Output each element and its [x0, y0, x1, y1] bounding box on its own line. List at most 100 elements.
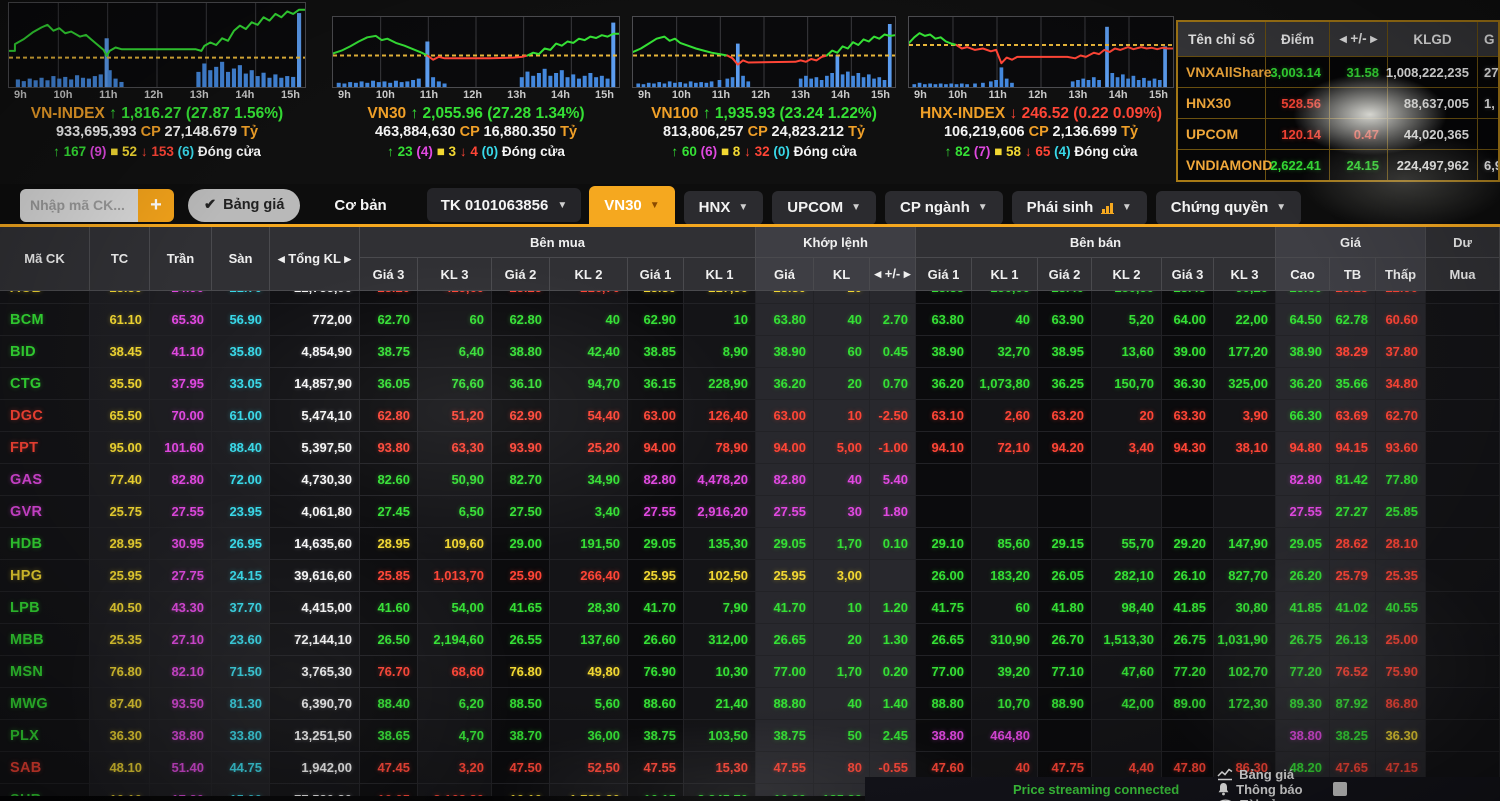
board-cell[interactable]: 28.95 [90, 528, 150, 560]
board-cell[interactable]: 62.80 [492, 304, 550, 336]
tab-hnx[interactable]: HNX ▼ [683, 190, 764, 225]
board-cell[interactable]: 27.50 [492, 496, 550, 528]
board-cell[interactable]: 76.52 [1330, 656, 1376, 688]
ticker-symbol[interactable]: CTG [0, 368, 90, 400]
board-cell[interactable]: 94.15 [1330, 432, 1376, 464]
board-cell[interactable]: 16.05 [360, 784, 418, 796]
board-cell[interactable]: 2,916,20 [684, 496, 756, 528]
board-cell[interactable]: 70.00 [150, 400, 212, 432]
board-cell[interactable]: 4,478,20 [684, 464, 756, 496]
board-cell[interactable] [1426, 496, 1500, 528]
board-cell[interactable]: 325,00 [1214, 368, 1276, 400]
board-cell[interactable]: 77.20 [1276, 656, 1330, 688]
board-cell[interactable]: 26.95 [212, 528, 270, 560]
board-cell[interactable]: 5,474,10 [270, 400, 360, 432]
board-cell[interactable]: 26.50 [360, 624, 418, 656]
board-cell[interactable]: 87.40 [90, 688, 150, 720]
ticker-symbol[interactable]: PLX [0, 720, 90, 752]
board-cell[interactable] [1038, 720, 1092, 752]
board-cell[interactable]: 38.25 [1330, 720, 1376, 752]
board-cell[interactable] [1426, 368, 1500, 400]
board-cell[interactable]: 25.75 [90, 496, 150, 528]
board-cell[interactable]: 29.20 [1162, 528, 1214, 560]
board-cell[interactable] [1162, 720, 1214, 752]
board-cell[interactable]: 0.10 [870, 528, 916, 560]
board-cell[interactable]: 41.85 [1162, 592, 1214, 624]
board-cell[interactable]: 23.30 [756, 291, 814, 304]
board-cell[interactable]: 41.70 [628, 592, 684, 624]
board-cell[interactable]: 26.70 [1038, 624, 1092, 656]
ticker-symbol[interactable]: BID [0, 336, 90, 368]
board-cell[interactable] [870, 560, 916, 592]
vn100-intraday-chart[interactable] [632, 16, 896, 88]
board-cell[interactable]: 76.90 [628, 656, 684, 688]
board-cell[interactable]: 52,50 [550, 752, 628, 784]
ticker-symbol[interactable]: SAB [0, 752, 90, 784]
board-cell[interactable]: 62.70 [360, 304, 418, 336]
board-cell[interactable]: 51.40 [150, 752, 212, 784]
board-cell[interactable]: 15.00 [212, 784, 270, 796]
board-cell[interactable]: 1,073,80 [972, 368, 1038, 400]
board-cell[interactable]: 25.90 [492, 560, 550, 592]
board-cell[interactable]: 93.60 [1376, 432, 1426, 464]
board-cell[interactable]: 101.60 [150, 432, 212, 464]
board-cell[interactable]: 76.80 [90, 656, 150, 688]
board-cell[interactable]: 43.30 [150, 592, 212, 624]
index-row-name[interactable]: VNDIAMOND [1178, 150, 1272, 180]
board-cell[interactable]: 68,60 [418, 656, 492, 688]
board-cell[interactable]: 35.50 [90, 368, 150, 400]
board-cell[interactable] [1426, 624, 1500, 656]
board-cell[interactable]: 5,397,50 [270, 432, 360, 464]
board-cell[interactable] [1426, 720, 1500, 752]
board-cell[interactable]: 38.45 [90, 336, 150, 368]
board-cell[interactable]: 82.60 [360, 464, 418, 496]
board-cell[interactable]: 94.00 [756, 432, 814, 464]
board-cell[interactable]: 33.05 [212, 368, 270, 400]
board-cell[interactable]: 94.20 [1038, 432, 1092, 464]
board-cell[interactable]: 50 [814, 720, 870, 752]
board-cell[interactable]: 0.20 [870, 656, 916, 688]
board-cell[interactable]: 35.80 [212, 336, 270, 368]
board-cell[interactable]: 17.20 [150, 784, 212, 796]
board-cell[interactable] [1426, 400, 1500, 432]
board-row-ctg[interactable]: CTG 35.50 37.95 33.05 14,857,90 36.05 76,60 36.… [0, 368, 1500, 400]
board-cell[interactable]: 16.20 [756, 784, 814, 796]
board-cell[interactable]: 2.45 [870, 720, 916, 752]
board-cell[interactable]: 98,40 [1092, 592, 1162, 624]
board-cell[interactable]: 64.50 [1276, 304, 1330, 336]
board-cell[interactable]: 64.00 [1162, 304, 1214, 336]
board-cell[interactable]: 38.90 [916, 336, 972, 368]
board-cell[interactable] [1038, 464, 1092, 496]
account-dropdown[interactable]: TK 0101063856 ▼ [426, 188, 582, 222]
board-cell[interactable]: 137,60 [550, 624, 628, 656]
board-cell[interactable]: 26.55 [492, 624, 550, 656]
board-cell[interactable]: 86.80 [1376, 688, 1426, 720]
board-cell[interactable]: 4,854,90 [270, 336, 360, 368]
board-cell[interactable]: 14,635,60 [270, 528, 360, 560]
board-cell[interactable]: 56.90 [212, 304, 270, 336]
board-cell[interactable] [1426, 656, 1500, 688]
board-cell[interactable]: 77.00 [916, 656, 972, 688]
index-row-name[interactable]: VNXAllShare [1178, 57, 1272, 88]
board-cell[interactable]: 4,730,30 [270, 464, 360, 496]
board-cell[interactable]: 89.00 [1162, 688, 1214, 720]
footer-bảng-giá[interactable]: Bảng giá [1217, 767, 1302, 782]
board-cell[interactable]: 6,50 [418, 496, 492, 528]
vn30-intraday-chart[interactable] [332, 16, 620, 88]
board-cell[interactable] [1162, 496, 1214, 528]
index-row-name[interactable]: HNX30 [1178, 88, 1266, 119]
board-cell[interactable]: 312,00 [684, 624, 756, 656]
board-cell[interactable]: 0.45 [870, 336, 916, 368]
board-cell[interactable]: 6,390,70 [270, 688, 360, 720]
board-cell[interactable]: 310,90 [972, 624, 1038, 656]
board-cell[interactable]: 36.20 [756, 368, 814, 400]
board-cell[interactable]: 81.42 [1330, 464, 1376, 496]
board-view-button[interactable]: ✔ Bảng giá [188, 188, 301, 222]
board-cell[interactable]: 15,30 [684, 752, 756, 784]
board-cell[interactable]: 48.10 [90, 752, 150, 784]
board-cell[interactable]: 16.15 [628, 784, 684, 796]
board-cell[interactable]: 29.05 [628, 528, 684, 560]
board-cell[interactable]: 61.10 [90, 304, 150, 336]
board-cell[interactable]: 47.45 [360, 752, 418, 784]
board-cell[interactable]: 14,857,90 [270, 368, 360, 400]
